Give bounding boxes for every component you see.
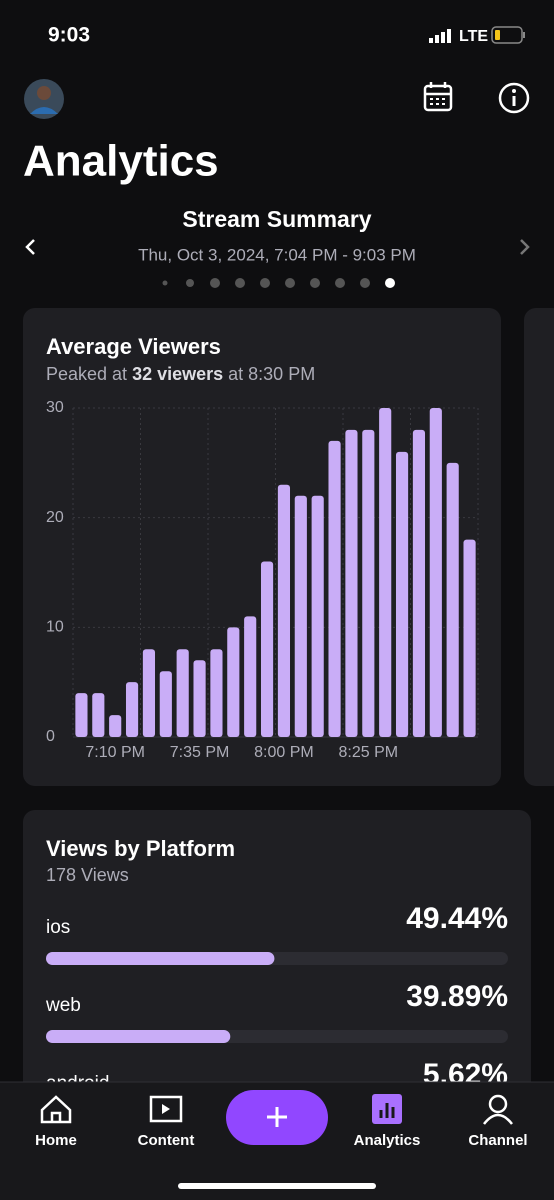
- platform-name: web: [45, 995, 81, 1016]
- tab-label[interactable]: Content: [138, 1132, 195, 1149]
- bar: [429, 408, 442, 737]
- platform-percent: 39.89%: [406, 980, 508, 1013]
- summary-date: Thu, Oct 3, 2024, 7:04 PM - 9:03 PM: [138, 245, 416, 264]
- bar: [227, 627, 240, 737]
- progress-bar: [46, 952, 275, 965]
- bar: [142, 649, 156, 737]
- bar: [125, 682, 139, 737]
- info-icon[interactable]: [498, 82, 530, 114]
- x-tick-label: 7:35 PM: [170, 744, 230, 761]
- bar: [159, 671, 172, 737]
- summary-title: Stream Summary: [182, 206, 371, 232]
- subtitle-highlight: 32 viewers: [132, 364, 223, 384]
- x-tick-label: 8:25 PM: [339, 744, 399, 761]
- status-time: 9:03: [48, 24, 90, 47]
- platform-percent: 49.44%: [406, 902, 508, 935]
- bar: [260, 561, 274, 737]
- page-dots: [162, 278, 395, 288]
- y-tick-label: 30: [46, 399, 64, 416]
- card-subtitle: Peaked at 32 viewers at 8:30 PM: [46, 364, 315, 384]
- y-tick-label: 10: [46, 619, 64, 636]
- subtitle-part: Peaked at: [46, 364, 127, 384]
- home-indicator: [178, 1183, 376, 1189]
- bar: [362, 429, 375, 737]
- next-arrow[interactable]: [520, 239, 530, 255]
- bar: [176, 649, 189, 737]
- card-title: Views by Platform: [46, 836, 235, 861]
- y-tick-label: 20: [46, 509, 64, 526]
- prev-arrow[interactable]: [25, 239, 35, 255]
- bar: [311, 495, 324, 737]
- bar: [379, 408, 392, 737]
- tab-label[interactable]: Analytics: [354, 1132, 421, 1149]
- bar: [109, 715, 122, 737]
- content-icon: [149, 1095, 183, 1123]
- card-title: Average Viewers: [46, 334, 221, 359]
- page-title: Analytics: [23, 137, 219, 186]
- bar: [463, 539, 476, 737]
- x-tick-label: 7:10 PM: [85, 744, 145, 761]
- status-network: LTE: [459, 28, 488, 45]
- home-icon: [40, 1095, 72, 1124]
- next-card: [524, 308, 554, 786]
- card-subtitle: 178 Views: [46, 865, 129, 885]
- bar: [328, 440, 341, 737]
- bar: [395, 451, 409, 737]
- bar: [193, 660, 206, 737]
- bar: [345, 429, 358, 737]
- y-tick-label: 0: [46, 728, 55, 745]
- bar: [210, 649, 223, 737]
- platform-name: ios: [46, 917, 70, 938]
- tab-label[interactable]: Channel: [468, 1132, 527, 1149]
- bar: [92, 693, 105, 737]
- bar: [244, 616, 257, 737]
- channel-icon: [483, 1094, 513, 1125]
- subtitle-part: at 8:30 PM: [228, 364, 315, 384]
- bar: [294, 495, 307, 737]
- bar: [446, 462, 459, 737]
- battery: [491, 26, 525, 44]
- avatar[interactable]: [24, 79, 64, 119]
- x-tick-label: 8:00 PM: [254, 744, 314, 761]
- progress-bar: [46, 1030, 231, 1043]
- bar: [75, 693, 88, 737]
- bar: [277, 484, 291, 737]
- calendar-icon[interactable]: [423, 82, 453, 112]
- plus-icon: [267, 1107, 287, 1127]
- analytics-icon: [372, 1094, 402, 1124]
- bar: [412, 429, 426, 737]
- bar-chart: 0 10 20 30 7:10 PM 7:35 PM 8:00 PM 8:25 PM: [46, 399, 479, 761]
- card: [23, 810, 531, 1130]
- signal: [429, 29, 451, 43]
- tab-bar: Home Content Analytics Channel: [0, 1081, 554, 1200]
- tab-label[interactable]: Home: [35, 1132, 77, 1149]
